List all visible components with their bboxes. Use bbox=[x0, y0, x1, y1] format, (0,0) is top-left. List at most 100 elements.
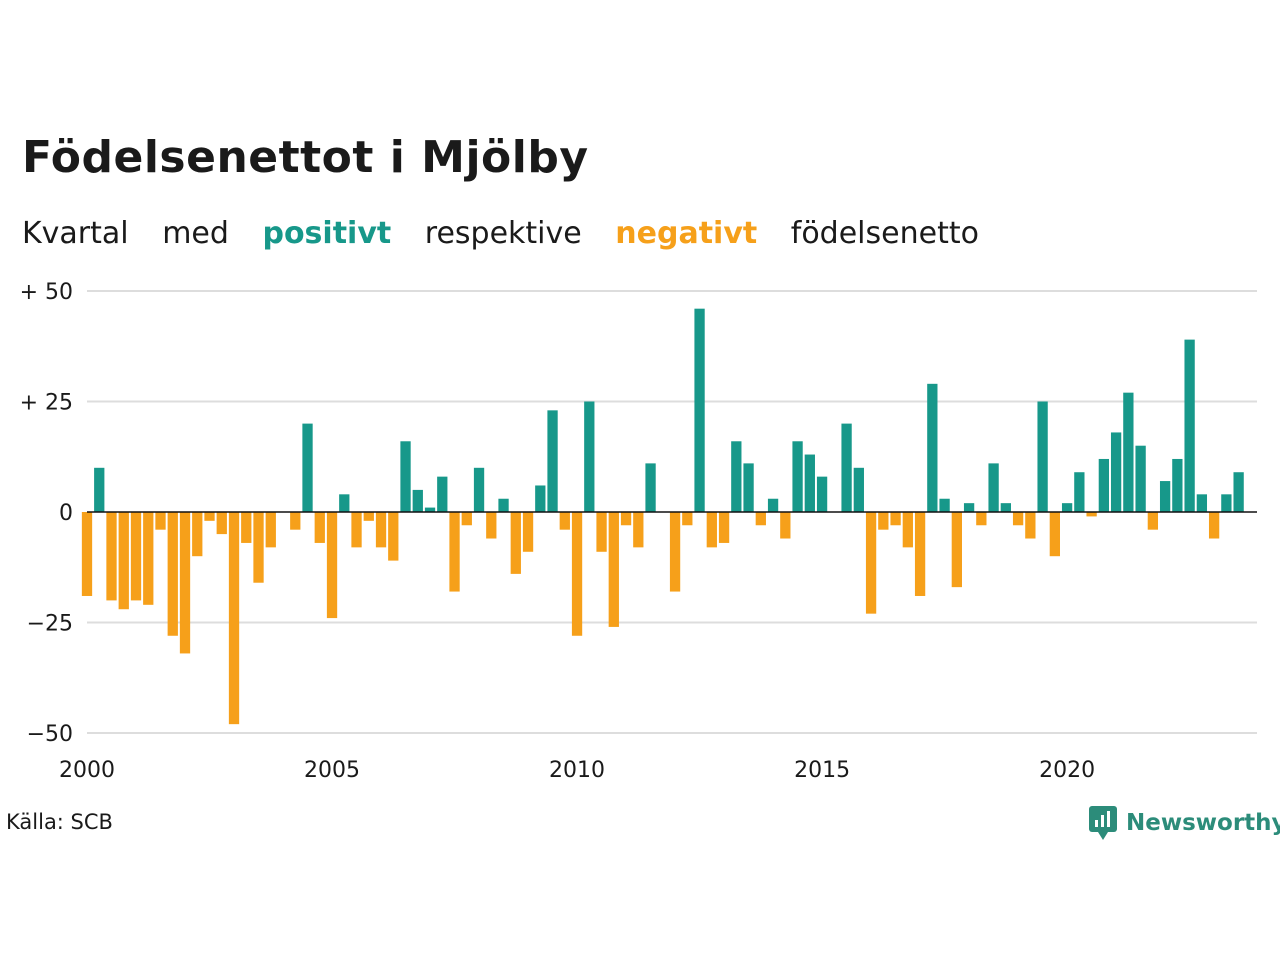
bar-positive bbox=[94, 467, 105, 512]
bar-negative bbox=[130, 512, 142, 601]
bar-negative bbox=[1208, 512, 1220, 539]
bar-negative bbox=[1049, 512, 1060, 557]
subtitle-word-fodelsenetto: födelsenetto bbox=[790, 216, 979, 251]
bar-negative bbox=[241, 512, 252, 543]
brand[interactable]: Newsworthy bbox=[1088, 803, 1280, 843]
bar-positive bbox=[424, 507, 436, 512]
bar-negative bbox=[81, 512, 93, 596]
bar-negative bbox=[326, 512, 338, 619]
bar-positive bbox=[437, 476, 448, 512]
bar-positive bbox=[792, 441, 803, 512]
bar-positive bbox=[645, 463, 656, 512]
bar-positive bbox=[1000, 503, 1011, 512]
gridlines bbox=[87, 290, 1257, 734]
bar-negative bbox=[780, 512, 791, 539]
bars bbox=[81, 308, 1244, 725]
bar-positive bbox=[1037, 401, 1048, 512]
bar-positive bbox=[988, 463, 999, 512]
bar-positive bbox=[816, 476, 828, 512]
bar-negative bbox=[571, 512, 583, 636]
bar-negative bbox=[1086, 512, 1097, 517]
bar-positive bbox=[339, 494, 350, 512]
bar-negative bbox=[192, 512, 203, 557]
bar-negative bbox=[1147, 512, 1159, 530]
bar-negative bbox=[976, 512, 987, 526]
bar-negative bbox=[559, 512, 570, 530]
bar-negative bbox=[596, 512, 607, 552]
bar-negative bbox=[167, 512, 178, 636]
x-tick-label: 2000 bbox=[59, 758, 115, 783]
bar-positive bbox=[1074, 472, 1085, 512]
x-axis-labels: 2000 2005 2010 2015 2020 bbox=[59, 758, 1095, 783]
bar-negative bbox=[878, 512, 889, 530]
y-axis-labels: + 50 + 25 0 −25 −50 bbox=[20, 280, 73, 747]
bar-negative bbox=[461, 512, 472, 526]
bar-positive bbox=[400, 441, 411, 512]
subtitle-word-respektive: respektive bbox=[424, 216, 582, 251]
bar-negative bbox=[375, 512, 387, 548]
bar-negative bbox=[608, 512, 619, 627]
y-tick-label: + 25 bbox=[20, 391, 73, 416]
bar-positive bbox=[963, 503, 975, 512]
bar-negative bbox=[865, 512, 877, 614]
bar-negative bbox=[118, 512, 129, 610]
bar-positive bbox=[743, 463, 754, 512]
x-tick-label: 2010 bbox=[549, 758, 605, 783]
bar-negative bbox=[449, 512, 460, 592]
bar-positive bbox=[694, 308, 705, 512]
bar-positive bbox=[1196, 494, 1208, 512]
bar-negative bbox=[143, 512, 154, 605]
bar-negative bbox=[290, 512, 301, 530]
bar-positive bbox=[1233, 472, 1244, 512]
bar-negative bbox=[106, 512, 117, 601]
bar-positive bbox=[1221, 494, 1232, 512]
bar-positive bbox=[1184, 339, 1195, 512]
bar-negative bbox=[253, 512, 264, 583]
subtitle-positive-label: positivt bbox=[262, 216, 392, 251]
chart-title: Födelsenettot i Mjölby bbox=[22, 132, 589, 183]
bar-positive bbox=[927, 383, 938, 512]
bar-positive bbox=[841, 423, 852, 512]
bar-positive bbox=[1123, 392, 1134, 512]
bar-positive bbox=[473, 467, 485, 512]
y-tick-label: 0 bbox=[59, 501, 73, 526]
bar-positive bbox=[731, 441, 742, 512]
bar-negative bbox=[1012, 512, 1024, 526]
bar-negative bbox=[228, 512, 240, 725]
bar-negative bbox=[522, 512, 534, 552]
bar-positive bbox=[853, 467, 864, 512]
bar-negative bbox=[388, 512, 399, 561]
bar-negative bbox=[755, 512, 766, 526]
subtitle-word-kvartal: Kvartal bbox=[22, 216, 129, 251]
x-tick-label: 2005 bbox=[304, 758, 360, 783]
bar-negative bbox=[351, 512, 362, 548]
subtitle-negative-label: negativt bbox=[615, 216, 758, 251]
y-tick-label: + 50 bbox=[20, 280, 73, 305]
bar-negative bbox=[155, 512, 166, 530]
bar-positive bbox=[1159, 481, 1171, 512]
bar-positive bbox=[547, 410, 558, 512]
bar-negative bbox=[890, 512, 901, 526]
y-tick-label: −50 bbox=[27, 722, 73, 747]
bar-negative bbox=[902, 512, 913, 548]
bar-positive bbox=[804, 454, 815, 512]
bar-positive bbox=[302, 423, 313, 512]
bar-negative bbox=[682, 512, 693, 526]
x-tick-label: 2015 bbox=[794, 758, 850, 783]
newsworthy-logo-icon bbox=[1089, 806, 1117, 840]
brand-name[interactable]: Newsworthy bbox=[1126, 810, 1280, 836]
bar-negative bbox=[510, 512, 521, 574]
bar-positive bbox=[535, 485, 546, 512]
bar-positive bbox=[584, 401, 595, 512]
bar-positive bbox=[1061, 503, 1073, 512]
bar-positive bbox=[1098, 458, 1110, 512]
bar-negative bbox=[914, 512, 926, 596]
bar-negative bbox=[633, 512, 644, 548]
bar-positive bbox=[412, 489, 423, 512]
bar-positive bbox=[767, 498, 779, 512]
x-tick-label: 2020 bbox=[1039, 758, 1095, 783]
bar-negative bbox=[265, 512, 276, 548]
bar-negative bbox=[620, 512, 632, 526]
chart-subtitle: Kvartal med positivt respektive negativt… bbox=[22, 216, 1003, 251]
bar-positive bbox=[1135, 445, 1146, 512]
